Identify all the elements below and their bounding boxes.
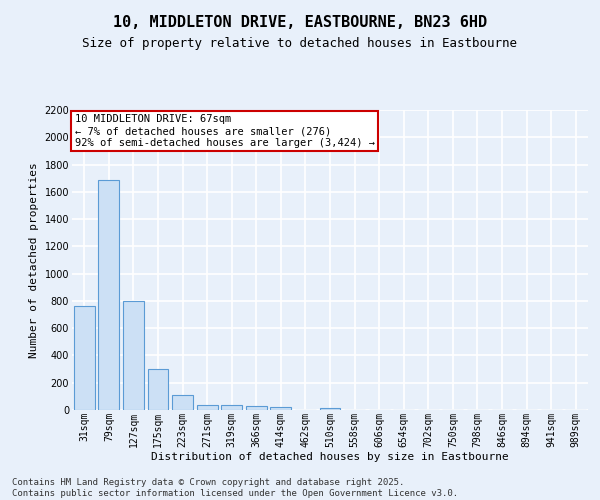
Text: Size of property relative to detached houses in Eastbourne: Size of property relative to detached ho… — [83, 38, 517, 51]
Bar — [320, 408, 340, 410]
Bar — [246, 406, 267, 410]
Text: Contains HM Land Registry data © Crown copyright and database right 2025.
Contai: Contains HM Land Registry data © Crown c… — [12, 478, 458, 498]
Bar — [148, 369, 169, 410]
Y-axis label: Number of detached properties: Number of detached properties — [29, 162, 39, 358]
Bar — [123, 301, 144, 410]
Text: 10, MIDDLETON DRIVE, EASTBOURNE, BN23 6HD: 10, MIDDLETON DRIVE, EASTBOURNE, BN23 6H… — [113, 15, 487, 30]
Bar — [74, 306, 95, 410]
X-axis label: Distribution of detached houses by size in Eastbourne: Distribution of detached houses by size … — [151, 452, 509, 462]
Bar — [98, 180, 119, 410]
Bar — [197, 404, 218, 410]
Bar — [271, 408, 292, 410]
Bar — [172, 395, 193, 410]
Bar — [221, 405, 242, 410]
Text: 10 MIDDLETON DRIVE: 67sqm
← 7% of detached houses are smaller (276)
92% of semi-: 10 MIDDLETON DRIVE: 67sqm ← 7% of detach… — [74, 114, 374, 148]
